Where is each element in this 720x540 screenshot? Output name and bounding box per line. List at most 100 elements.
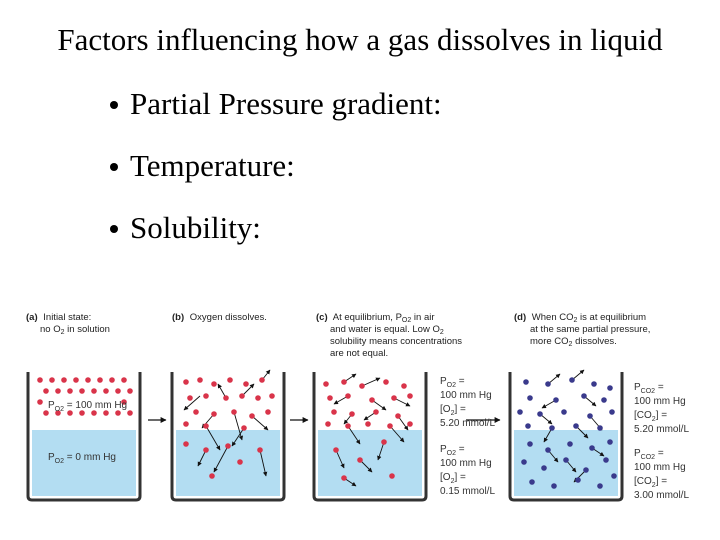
bullet-solubility: Solubility:	[110, 208, 442, 270]
molecule-dot	[523, 379, 529, 385]
caption-a-line2: no O2 in solution	[40, 324, 110, 336]
molecule-dot	[325, 421, 331, 427]
molecule-dot	[211, 381, 217, 387]
caption-b: (b) Oxygen dissolves.	[172, 312, 267, 323]
molecule-dot	[401, 383, 407, 389]
molecule-dot	[563, 457, 569, 463]
caption-c: (c) At equilibrium, PO2 in air	[316, 312, 435, 324]
liquid-pressure-label-c: PO2 =	[440, 444, 465, 457]
motion-arrow	[251, 415, 269, 431]
molecule-dot	[391, 395, 397, 401]
molecule-dot	[589, 445, 595, 451]
liquid-pressure-label-a: PO2 = 0 mm Hg	[48, 452, 116, 465]
molecule-dot	[587, 413, 593, 419]
molecule-dot	[237, 459, 243, 465]
molecule-dot	[561, 409, 567, 415]
gas-conc-value-d: 5.20 mmol/L	[634, 424, 689, 435]
molecule-dot	[85, 377, 91, 383]
motion-arrow	[205, 425, 221, 451]
liquid-pressure-label-d: PCO2 =	[634, 448, 664, 461]
molecule-dot	[103, 410, 109, 416]
beaker-c-water	[318, 430, 422, 496]
molecule-dot	[37, 399, 43, 405]
molecule-dot	[91, 388, 97, 394]
beaker-d-wall	[508, 372, 624, 502]
molecule-dot	[573, 423, 579, 429]
molecule-dot	[581, 393, 587, 399]
beaker-a-wall	[26, 372, 142, 502]
molecule-dot	[345, 393, 351, 399]
molecule-dot	[583, 467, 589, 473]
molecule-dot	[569, 377, 575, 383]
molecule-dot	[127, 388, 133, 394]
molecule-dot	[333, 447, 339, 453]
gas-pressure-label-c: PO2 =	[440, 376, 465, 389]
molecule-dot	[55, 388, 61, 394]
motion-arrow	[335, 449, 345, 469]
molecule-dot	[37, 377, 43, 383]
motion-arrow	[197, 449, 207, 467]
molecule-dot	[79, 410, 85, 416]
molecule-dot	[109, 377, 115, 383]
molecule-dot	[43, 388, 49, 394]
gas-conc-value-c: 5.20 mmol/L	[440, 418, 495, 429]
beaker-a-water	[32, 430, 136, 496]
molecule-dot	[243, 381, 249, 387]
molecule-dot	[597, 483, 603, 489]
tag-c: (c)	[316, 312, 328, 323]
caption-d-line2: at the same partial pressure,	[530, 324, 650, 335]
molecule-dot	[345, 423, 351, 429]
molecule-dot	[61, 377, 67, 383]
molecule-dot	[591, 381, 597, 387]
molecule-dot	[553, 397, 559, 403]
molecule-dot	[407, 393, 413, 399]
gas-pressure-value-c: 100 mm Hg	[440, 390, 492, 401]
molecule-dot	[341, 379, 347, 385]
molecule-dot	[395, 413, 401, 419]
motion-arrow	[233, 411, 244, 441]
molecule-dot	[197, 377, 203, 383]
molecule-dot	[257, 447, 263, 453]
molecule-dot	[43, 410, 49, 416]
molecule-dot	[241, 425, 247, 431]
molecule-dot	[387, 423, 393, 429]
bullet-icon	[110, 100, 118, 109]
molecule-dot	[73, 377, 79, 383]
molecule-dot	[103, 388, 109, 394]
molecule-dot	[341, 475, 347, 481]
molecule-dot	[115, 388, 121, 394]
gas-pressure-label-d: PCO2 =	[634, 382, 664, 395]
molecule-dot	[567, 441, 573, 447]
motion-arrow	[361, 377, 381, 387]
tag-a: (a)	[26, 312, 38, 323]
beaker-b-water	[176, 430, 280, 496]
liquid-conc-value-c: 0.15 mmol/L	[440, 486, 495, 497]
molecule-dot	[357, 457, 363, 463]
molecule-dot	[49, 377, 55, 383]
molecule-dot	[607, 439, 613, 445]
molecule-dot	[121, 377, 127, 383]
bullet-text: Solubility:	[130, 210, 261, 245]
molecule-dot	[607, 385, 613, 391]
molecule-dot	[389, 473, 395, 479]
molecule-dot	[239, 393, 245, 399]
motion-arrow	[231, 427, 245, 447]
bullet-text: Partial Pressure gradient:	[130, 86, 442, 121]
molecule-dot	[373, 409, 379, 415]
gas-pressure-value-d: 100 mm Hg	[634, 396, 686, 407]
molecule-dot	[545, 381, 551, 387]
molecule-dot	[187, 395, 193, 401]
molecule-dot	[183, 379, 189, 385]
molecule-dot	[127, 410, 133, 416]
molecule-dot	[183, 421, 189, 427]
motion-arrow	[347, 425, 361, 445]
tag-d: (d)	[514, 312, 526, 323]
molecule-dot	[575, 477, 581, 483]
molecule-dot	[97, 377, 103, 383]
bullet-partial-pressure: Partial Pressure gradient:	[110, 84, 442, 146]
caption-d-line3: more CO2 dissolves.	[530, 336, 617, 348]
molecule-dot	[67, 388, 73, 394]
molecule-dot	[259, 377, 265, 383]
molecule-dot	[55, 410, 61, 416]
liquid-pressure-value-c: 100 mm Hg	[440, 458, 492, 469]
